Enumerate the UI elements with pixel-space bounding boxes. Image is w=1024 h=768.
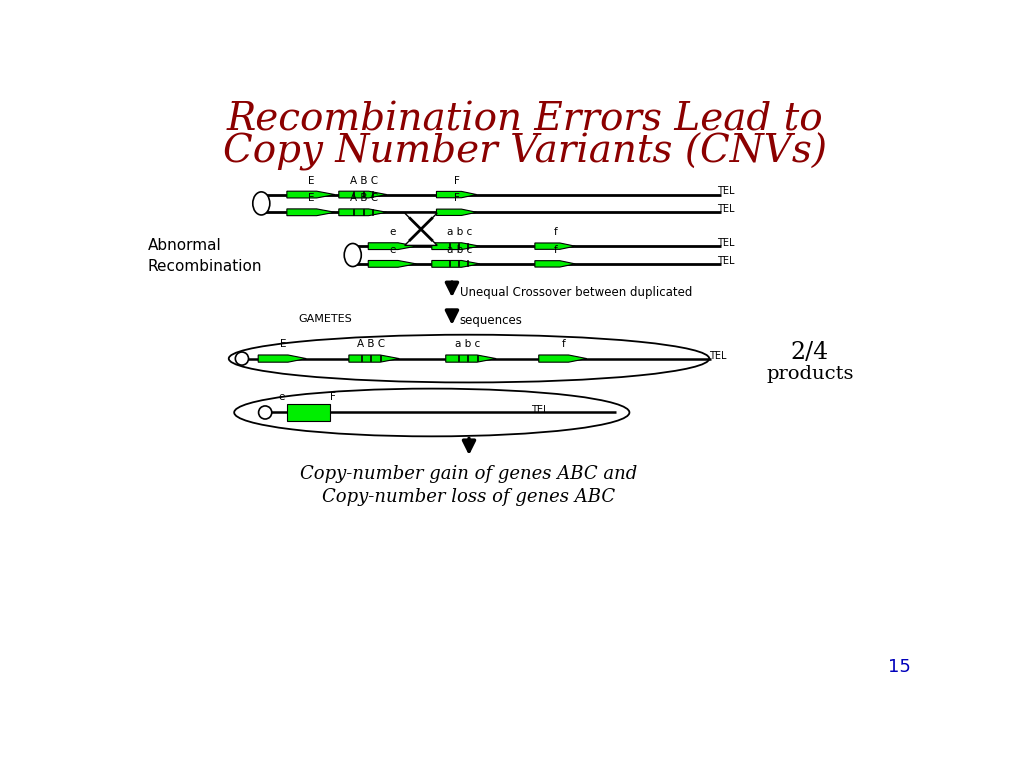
Circle shape bbox=[236, 352, 249, 365]
Polygon shape bbox=[436, 191, 477, 197]
Text: E: E bbox=[307, 194, 314, 204]
Text: A B C: A B C bbox=[350, 176, 379, 186]
Polygon shape bbox=[436, 209, 477, 216]
Text: 2/4: 2/4 bbox=[791, 341, 829, 364]
Polygon shape bbox=[258, 355, 306, 362]
Ellipse shape bbox=[228, 335, 710, 382]
Text: F: F bbox=[454, 176, 460, 186]
Text: Copy-number gain of genes ABC and: Copy-number gain of genes ABC and bbox=[300, 465, 638, 483]
Text: TEL: TEL bbox=[717, 238, 734, 248]
Text: a b c: a b c bbox=[455, 339, 480, 349]
Text: a b c: a b c bbox=[447, 227, 472, 237]
Text: F: F bbox=[454, 194, 460, 204]
Text: f: f bbox=[554, 227, 558, 237]
Polygon shape bbox=[445, 355, 496, 362]
Polygon shape bbox=[339, 209, 387, 216]
Text: Copy-number loss of genes ABC: Copy-number loss of genes ABC bbox=[323, 488, 615, 506]
Text: TEL: TEL bbox=[531, 406, 549, 415]
Polygon shape bbox=[535, 243, 575, 250]
Text: f: f bbox=[554, 245, 558, 255]
Text: TEL: TEL bbox=[717, 256, 734, 266]
Text: e: e bbox=[390, 245, 396, 255]
Polygon shape bbox=[349, 355, 399, 362]
Text: A B C: A B C bbox=[350, 194, 379, 204]
Text: 15: 15 bbox=[888, 658, 910, 676]
Text: sequences: sequences bbox=[460, 313, 522, 326]
Text: products: products bbox=[766, 365, 854, 383]
Polygon shape bbox=[539, 355, 587, 362]
Text: TEL: TEL bbox=[710, 351, 727, 361]
Circle shape bbox=[259, 406, 271, 419]
Text: E: E bbox=[280, 339, 287, 349]
Polygon shape bbox=[369, 243, 417, 250]
Text: TEL: TEL bbox=[717, 187, 734, 197]
Text: e: e bbox=[279, 392, 285, 402]
Ellipse shape bbox=[234, 389, 630, 436]
Text: e: e bbox=[390, 227, 396, 237]
Polygon shape bbox=[369, 260, 417, 267]
Polygon shape bbox=[535, 260, 575, 267]
Polygon shape bbox=[339, 191, 387, 198]
Text: Copy Number Variants (CNVs): Copy Number Variants (CNVs) bbox=[223, 133, 826, 171]
Text: f: f bbox=[562, 339, 565, 349]
Text: GAMETES: GAMETES bbox=[299, 314, 352, 324]
Polygon shape bbox=[287, 191, 335, 198]
Text: a b c: a b c bbox=[447, 245, 472, 255]
Ellipse shape bbox=[253, 192, 270, 215]
Polygon shape bbox=[432, 260, 480, 267]
Polygon shape bbox=[287, 209, 335, 216]
Ellipse shape bbox=[344, 243, 361, 266]
Polygon shape bbox=[404, 213, 437, 229]
Text: F: F bbox=[331, 392, 336, 402]
Text: Recombination Errors Lead to: Recombination Errors Lead to bbox=[226, 101, 823, 138]
Text: Abnormal
Recombination: Abnormal Recombination bbox=[147, 238, 262, 274]
Polygon shape bbox=[432, 243, 480, 250]
Text: A B C: A B C bbox=[357, 339, 385, 349]
Text: TEL: TEL bbox=[717, 204, 734, 214]
Text: Unequal Crossover between duplicated: Unequal Crossover between duplicated bbox=[460, 286, 692, 299]
Bar bbox=[287, 404, 330, 421]
Polygon shape bbox=[404, 229, 437, 246]
Text: E: E bbox=[307, 176, 314, 186]
